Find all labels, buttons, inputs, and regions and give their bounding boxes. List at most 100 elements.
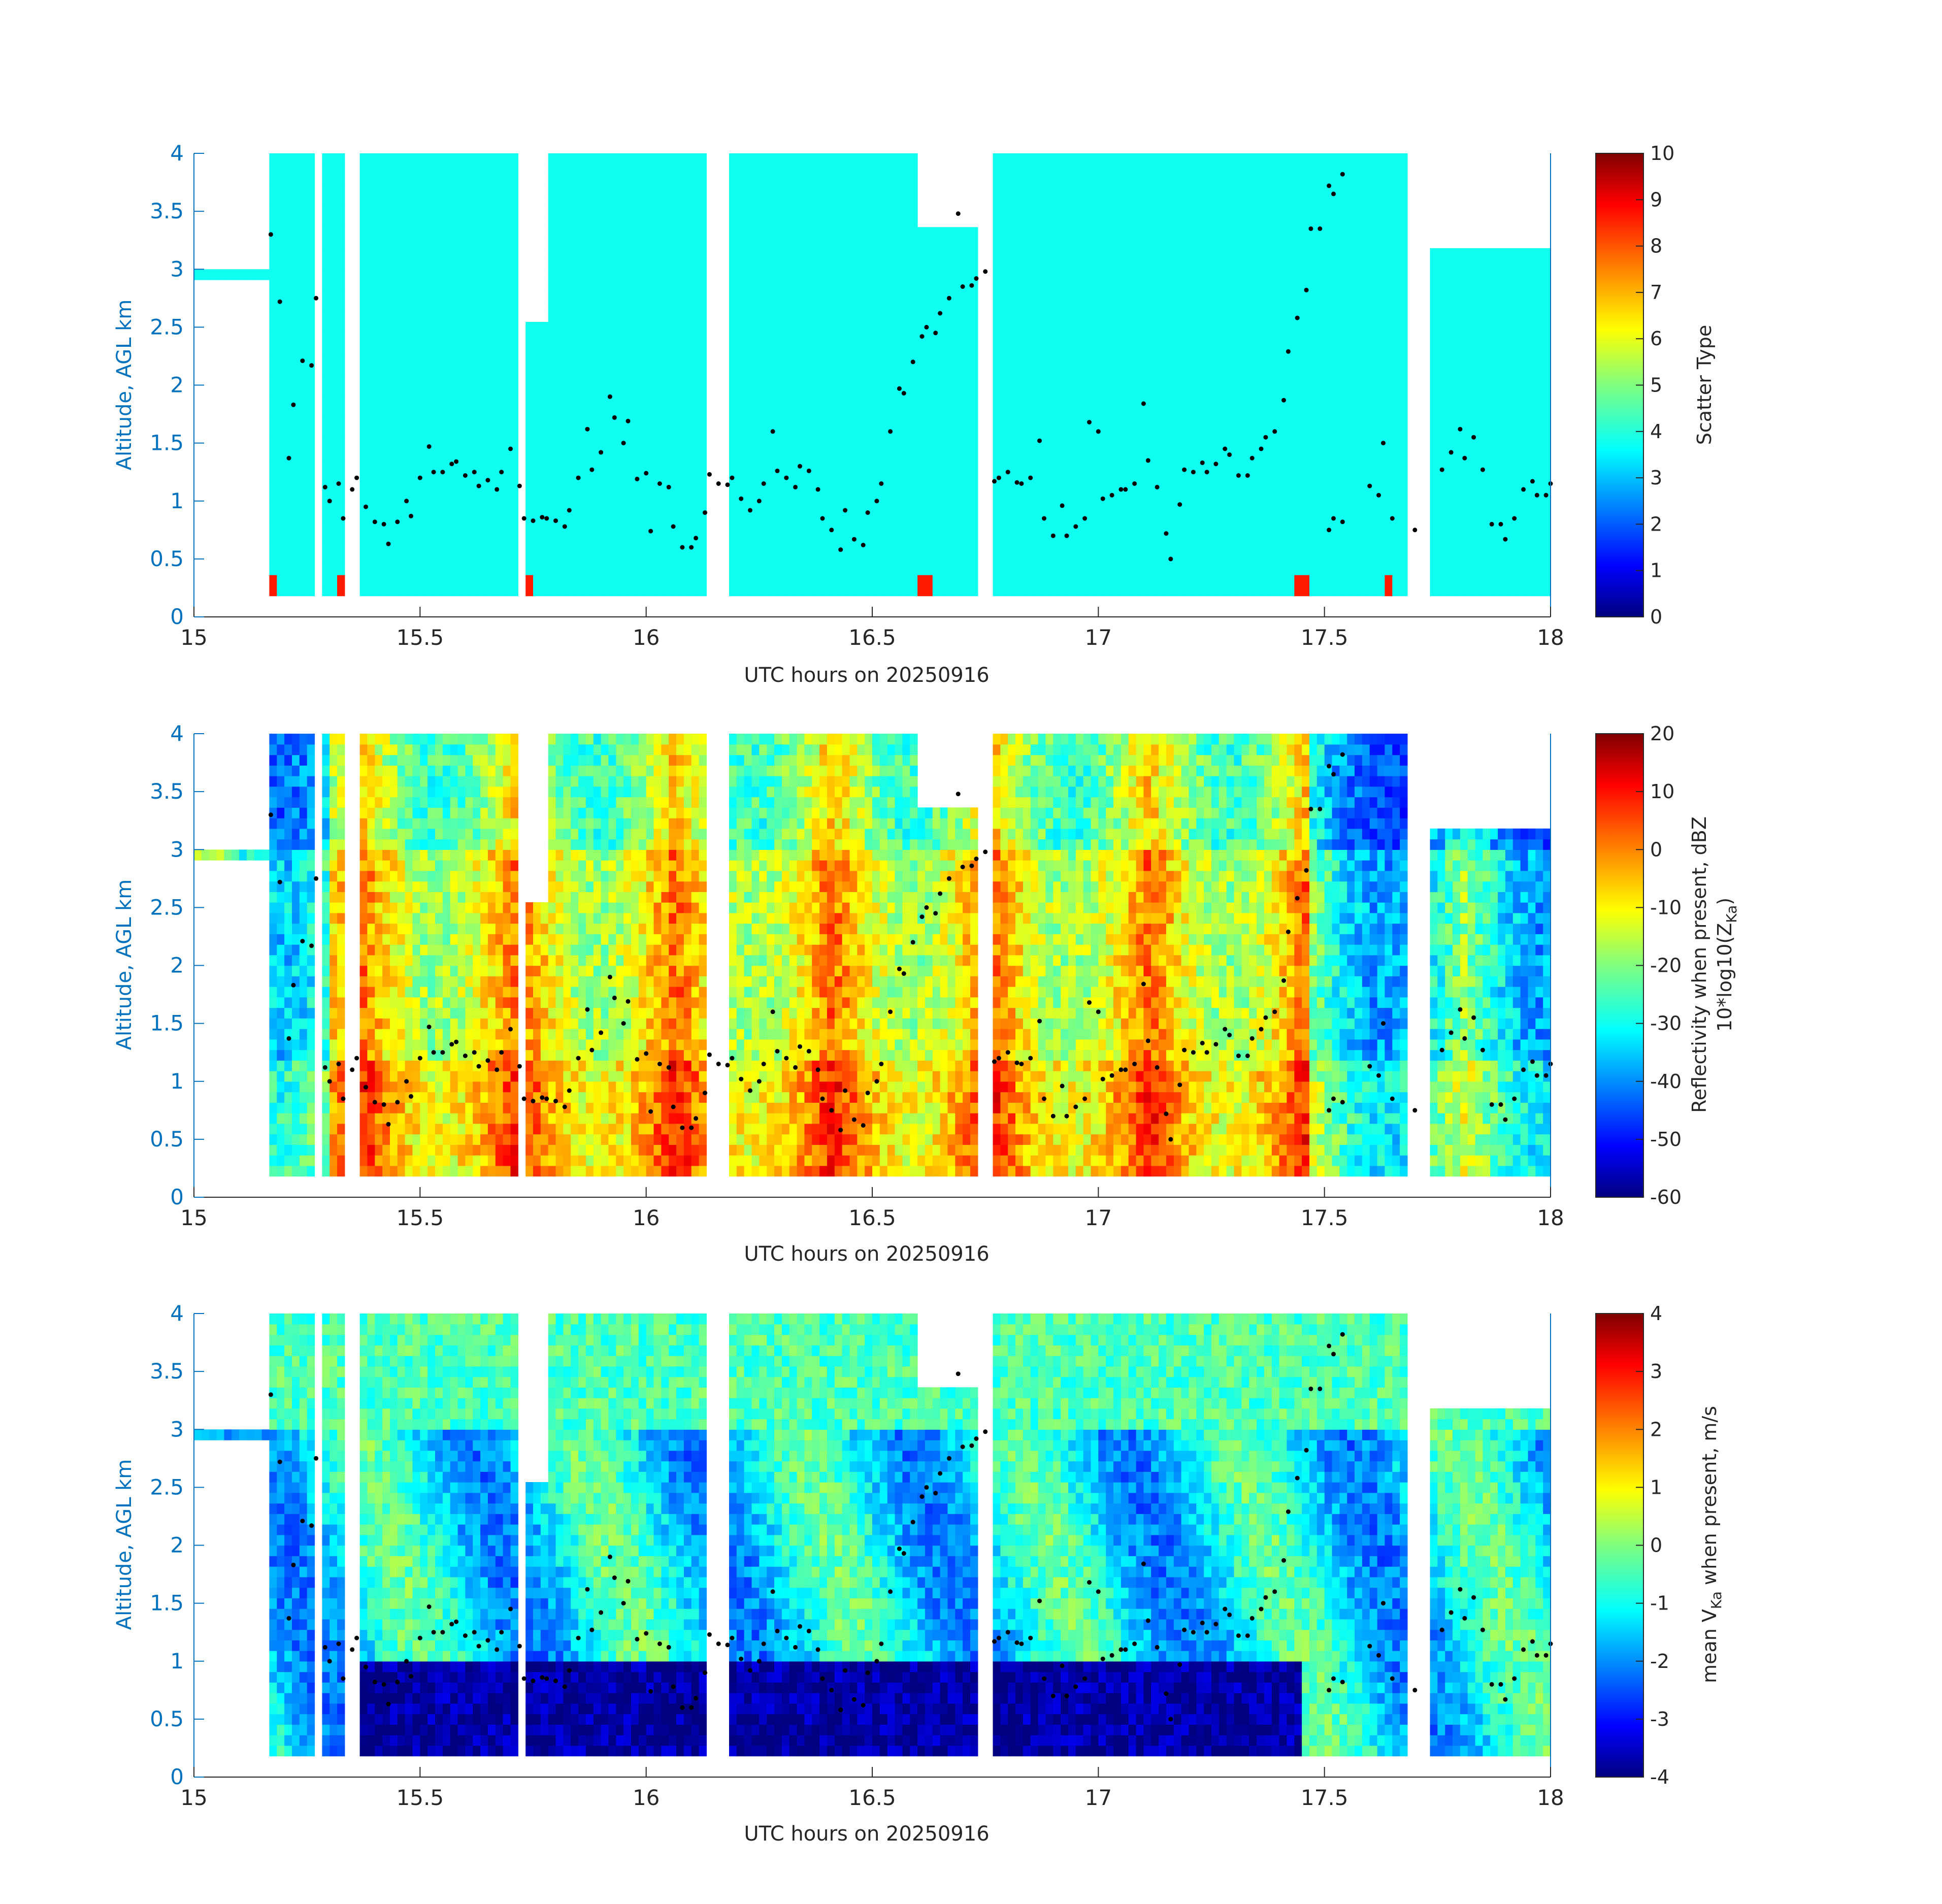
heatmap-cell bbox=[578, 374, 586, 386]
heatmap-cell bbox=[397, 163, 406, 175]
heatmap-cell bbox=[865, 522, 873, 533]
heatmap-cell bbox=[1211, 290, 1220, 302]
heatmap-cell bbox=[970, 406, 978, 417]
heatmap-cell bbox=[480, 290, 488, 302]
heatmap-cell bbox=[879, 416, 888, 428]
heatmap-cell bbox=[1045, 163, 1054, 175]
heatmap-cell bbox=[1211, 195, 1220, 207]
heatmap-cell bbox=[1211, 353, 1220, 365]
heatmap-cell bbox=[1166, 343, 1174, 354]
heatmap-cell bbox=[781, 448, 790, 459]
heatmap-cell bbox=[993, 533, 1001, 544]
heatmap-cell bbox=[691, 396, 700, 407]
heatmap-cell bbox=[1151, 301, 1159, 312]
heatmap-cell bbox=[902, 406, 910, 417]
heatmap-cell bbox=[1023, 416, 1031, 428]
heatmap-cell bbox=[442, 385, 451, 396]
heatmap-cell bbox=[1008, 206, 1016, 217]
heatmap-cell bbox=[993, 416, 1001, 428]
heatmap-cell bbox=[359, 564, 368, 575]
heatmap-cell bbox=[1023, 364, 1031, 375]
heatmap-cell bbox=[767, 195, 775, 207]
heatmap-cell bbox=[849, 416, 858, 428]
heatmap-cell bbox=[397, 543, 406, 554]
heatmap-cell bbox=[1106, 522, 1114, 533]
heatmap-cell bbox=[1023, 185, 1031, 196]
heatmap-cell bbox=[1038, 458, 1046, 470]
heatmap-cell bbox=[1189, 438, 1197, 449]
heatmap-cell bbox=[955, 374, 963, 386]
heatmap-cell bbox=[1091, 353, 1099, 365]
heatmap-cell bbox=[804, 396, 812, 407]
heatmap-cell bbox=[1075, 353, 1084, 365]
heatmap-cell bbox=[1030, 416, 1039, 428]
heatmap-cell bbox=[1143, 227, 1151, 238]
heatmap-cell bbox=[487, 269, 496, 280]
heatmap-cell bbox=[1173, 332, 1182, 344]
heatmap-cell bbox=[1023, 438, 1031, 449]
heatmap-cell bbox=[525, 533, 534, 544]
heatmap-cell bbox=[420, 280, 428, 291]
heatmap-cell bbox=[638, 343, 647, 354]
heatmap-cell bbox=[382, 490, 390, 502]
heatmap-cell bbox=[827, 575, 835, 586]
heatmap-cell bbox=[616, 238, 624, 249]
heatmap-cell bbox=[420, 216, 428, 227]
heatmap-cell bbox=[1196, 248, 1204, 259]
heatmap-cell bbox=[947, 469, 956, 480]
heatmap-cell bbox=[917, 480, 926, 491]
heatmap-cell bbox=[910, 385, 918, 396]
heatmap-cell bbox=[842, 385, 850, 396]
heatmap-cell bbox=[759, 248, 767, 259]
heatmap-cell bbox=[1234, 448, 1242, 459]
heatmap-cell bbox=[480, 448, 488, 459]
heatmap-cell bbox=[480, 469, 488, 480]
heatmap-cell bbox=[435, 332, 443, 344]
heatmap-cell bbox=[1128, 269, 1137, 280]
heatmap-cell bbox=[699, 185, 707, 196]
heatmap-cell bbox=[337, 269, 345, 280]
heatmap-cell bbox=[1143, 195, 1151, 207]
heatmap-cell bbox=[269, 585, 277, 597]
heatmap-cell bbox=[1128, 301, 1137, 312]
heatmap-cell bbox=[1226, 280, 1235, 291]
heatmap-cell bbox=[503, 353, 511, 365]
heatmap-cell bbox=[1098, 258, 1106, 270]
heatmap-cell bbox=[571, 185, 579, 196]
heatmap-cell bbox=[623, 290, 632, 302]
heatmap-cell bbox=[676, 511, 684, 522]
heatmap-cell bbox=[1143, 238, 1151, 249]
heatmap-cell bbox=[1128, 185, 1137, 196]
heatmap-cell bbox=[420, 543, 428, 554]
heatmap-cell bbox=[669, 290, 677, 302]
heatmap-cell bbox=[925, 501, 933, 512]
heatmap-cell bbox=[669, 490, 677, 502]
heatmap-cell bbox=[955, 543, 963, 554]
heatmap-cell bbox=[390, 322, 398, 333]
heatmap-cell bbox=[1143, 153, 1151, 165]
heatmap-cell bbox=[744, 269, 752, 280]
heatmap-cell bbox=[601, 511, 609, 522]
heatmap-cell bbox=[970, 533, 978, 544]
heatmap-cell bbox=[487, 258, 496, 270]
heatmap-cell bbox=[405, 406, 413, 417]
heatmap-cell bbox=[1181, 458, 1189, 470]
heatmap-cell bbox=[865, 438, 873, 449]
heatmap-cell bbox=[1053, 364, 1061, 375]
heatmap-cell bbox=[699, 585, 707, 597]
heatmap-cell bbox=[970, 301, 978, 312]
heatmap-cell bbox=[1226, 216, 1235, 227]
heatmap-cell bbox=[834, 332, 843, 344]
heatmap-cell bbox=[457, 206, 466, 217]
heatmap-cell bbox=[887, 343, 896, 354]
heatmap-cell bbox=[1234, 585, 1242, 597]
heatmap-cell bbox=[774, 290, 782, 302]
heatmap-cell bbox=[420, 501, 428, 512]
heatmap-cell bbox=[759, 227, 767, 238]
heatmap-cell bbox=[1196, 480, 1204, 491]
heatmap-cell bbox=[292, 343, 300, 354]
heatmap-cell bbox=[812, 248, 820, 259]
heatmap-cell bbox=[1159, 511, 1167, 522]
heatmap-cell bbox=[510, 353, 518, 365]
heatmap-cell bbox=[932, 416, 941, 428]
